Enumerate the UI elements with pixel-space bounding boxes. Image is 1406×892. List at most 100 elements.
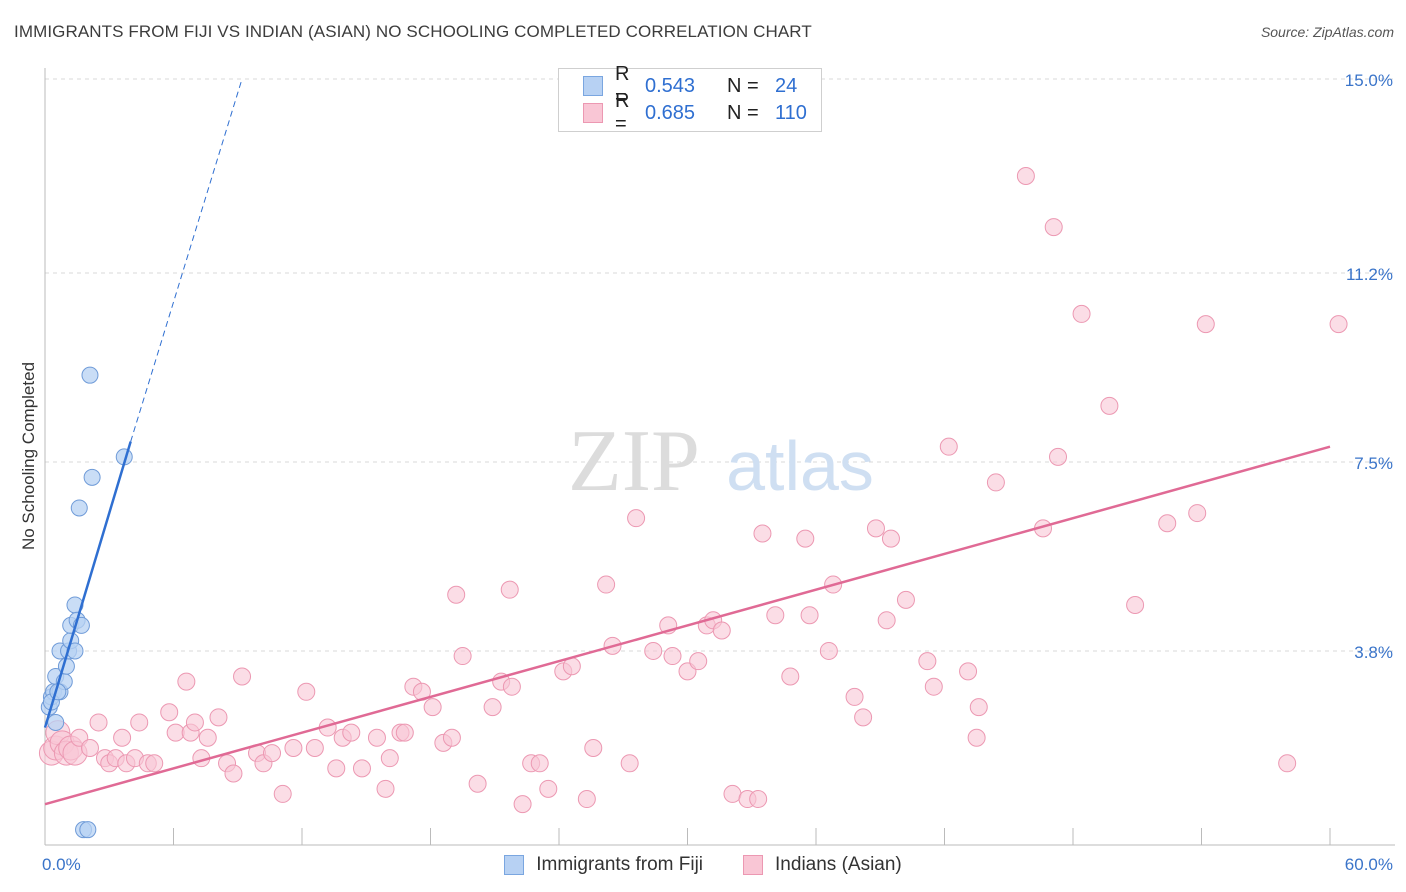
data-point-fiji <box>70 499 88 517</box>
trend-line-indian <box>44 445 1331 806</box>
data-point-indian <box>1158 514 1177 533</box>
data-point-indian <box>423 698 442 717</box>
data-point-indian <box>1100 396 1119 415</box>
data-point-indian <box>1126 595 1145 614</box>
legend-r-value-fiji: 0.543 <box>645 74 696 97</box>
legend-n-value-fiji: 24 <box>775 74 798 97</box>
legend-label-indian: Indians (Asian) <box>775 854 902 875</box>
data-point-indian <box>113 728 132 747</box>
data-point-indian <box>1016 167 1035 186</box>
y-axis-label: No Schooling Completed <box>19 362 38 550</box>
data-point-indian <box>273 784 292 803</box>
data-point-indian <box>342 723 361 742</box>
data-point-indian <box>781 667 800 686</box>
data-point-indian <box>967 728 986 747</box>
source-label: Source: ZipAtlas.com <box>1260 24 1394 40</box>
data-point-indian <box>800 606 819 625</box>
data-point-indian <box>376 779 395 798</box>
tick-labels: 3.8% 7.5% 11.2% 15.0% 0.0% 60.0% <box>42 71 1393 874</box>
data-point-indian <box>924 677 943 696</box>
y-tick-label: 11.2% <box>1346 265 1393 284</box>
data-point-indian <box>796 529 815 548</box>
trend-lines <box>43 78 1331 806</box>
legend-n-label: N = <box>727 101 759 124</box>
data-point-indian <box>263 744 282 763</box>
data-point-indian <box>766 606 785 625</box>
legend-row-indian: R = 0.685 N = 110 <box>583 90 807 135</box>
data-point-indian <box>145 754 164 773</box>
data-point-indian <box>500 580 519 599</box>
x-tick-label: 60.0% <box>1345 855 1393 874</box>
correlation-legend: R = 0.543 N = 24 R = 0.685 N = 110 <box>558 63 822 135</box>
data-point-fiji <box>79 821 97 839</box>
data-point-indian <box>166 723 185 742</box>
data-point-indian <box>749 790 768 809</box>
data-point-indian <box>663 647 682 666</box>
data-point-indian <box>160 703 179 722</box>
data-point-indian <box>130 713 149 732</box>
data-point-indian <box>712 621 731 640</box>
data-point-indian <box>1329 315 1348 334</box>
data-point-fiji <box>83 468 101 486</box>
data-point-indian <box>442 728 461 747</box>
y-tick-label: 15.0% <box>1345 71 1393 90</box>
data-point-indian <box>284 738 303 757</box>
data-point-indian <box>577 790 596 809</box>
data-point-indian <box>483 698 502 717</box>
data-point-indian <box>939 437 958 456</box>
data-point-indian <box>1072 304 1091 323</box>
data-point-indian <box>209 708 228 727</box>
data-point-indian <box>866 519 885 538</box>
data-point-indian <box>468 774 487 793</box>
data-point-indian <box>233 667 252 686</box>
data-point-indian <box>689 652 708 671</box>
data-point-indian <box>584 738 603 757</box>
legend-n-label: N = <box>727 74 759 97</box>
data-point-indian <box>367 728 386 747</box>
data-point-indian <box>896 590 915 609</box>
legend-item-fiji: Immigrants from Fiji <box>504 854 703 876</box>
data-point-indian <box>723 784 742 803</box>
data-point-indian <box>1278 754 1297 773</box>
data-point-indian <box>1196 315 1215 334</box>
legend-row-fiji: R = 0.543 N = 24 <box>583 63 798 108</box>
legend-swatch-fiji <box>504 855 525 875</box>
data-point-indian <box>819 641 838 660</box>
data-point-indian <box>513 795 532 814</box>
data-point-fiji <box>47 713 65 731</box>
legend-item-indian: Indians (Asian) <box>743 854 902 876</box>
chart-title: IMMIGRANTS FROM FIJI VS INDIAN (ASIAN) N… <box>14 22 812 41</box>
data-point-indian <box>327 759 346 778</box>
data-point-indian <box>854 708 873 727</box>
legend-r-label: R = <box>615 90 630 135</box>
data-point-indian <box>305 738 324 757</box>
data-point-indian <box>447 585 466 604</box>
data-point-indian <box>352 759 371 778</box>
data-point-indian <box>1044 218 1063 237</box>
legend-label-fiji: Immigrants from Fiji <box>536 854 704 875</box>
legend-swatch-indian <box>583 103 603 123</box>
legend-r-value-indian: 0.685 <box>645 101 696 124</box>
data-point-indian <box>395 723 414 742</box>
data-point-indian <box>877 611 896 630</box>
data-point-indian <box>198 728 217 747</box>
data-point-indian <box>627 509 646 528</box>
data-point-indian <box>297 682 316 701</box>
data-point-indian <box>845 687 864 706</box>
data-point-indian <box>224 764 243 783</box>
legend-swatch-fiji <box>583 76 603 96</box>
data-point-indian <box>918 652 937 671</box>
watermark-zip: ZIP <box>568 413 700 510</box>
trend-line-fiji-extension <box>130 78 243 442</box>
data-point-indian <box>177 672 196 691</box>
y-tick-label: 3.8% <box>1354 643 1393 662</box>
data-point-indian <box>597 575 616 594</box>
data-point-indian <box>620 754 639 773</box>
data-point-indian <box>986 473 1005 492</box>
legend-swatch-indian <box>743 855 764 875</box>
data-point-indian <box>753 524 772 543</box>
data-point-indian <box>969 698 988 717</box>
data-point-indian <box>453 647 472 666</box>
data-point-indian <box>89 713 108 732</box>
